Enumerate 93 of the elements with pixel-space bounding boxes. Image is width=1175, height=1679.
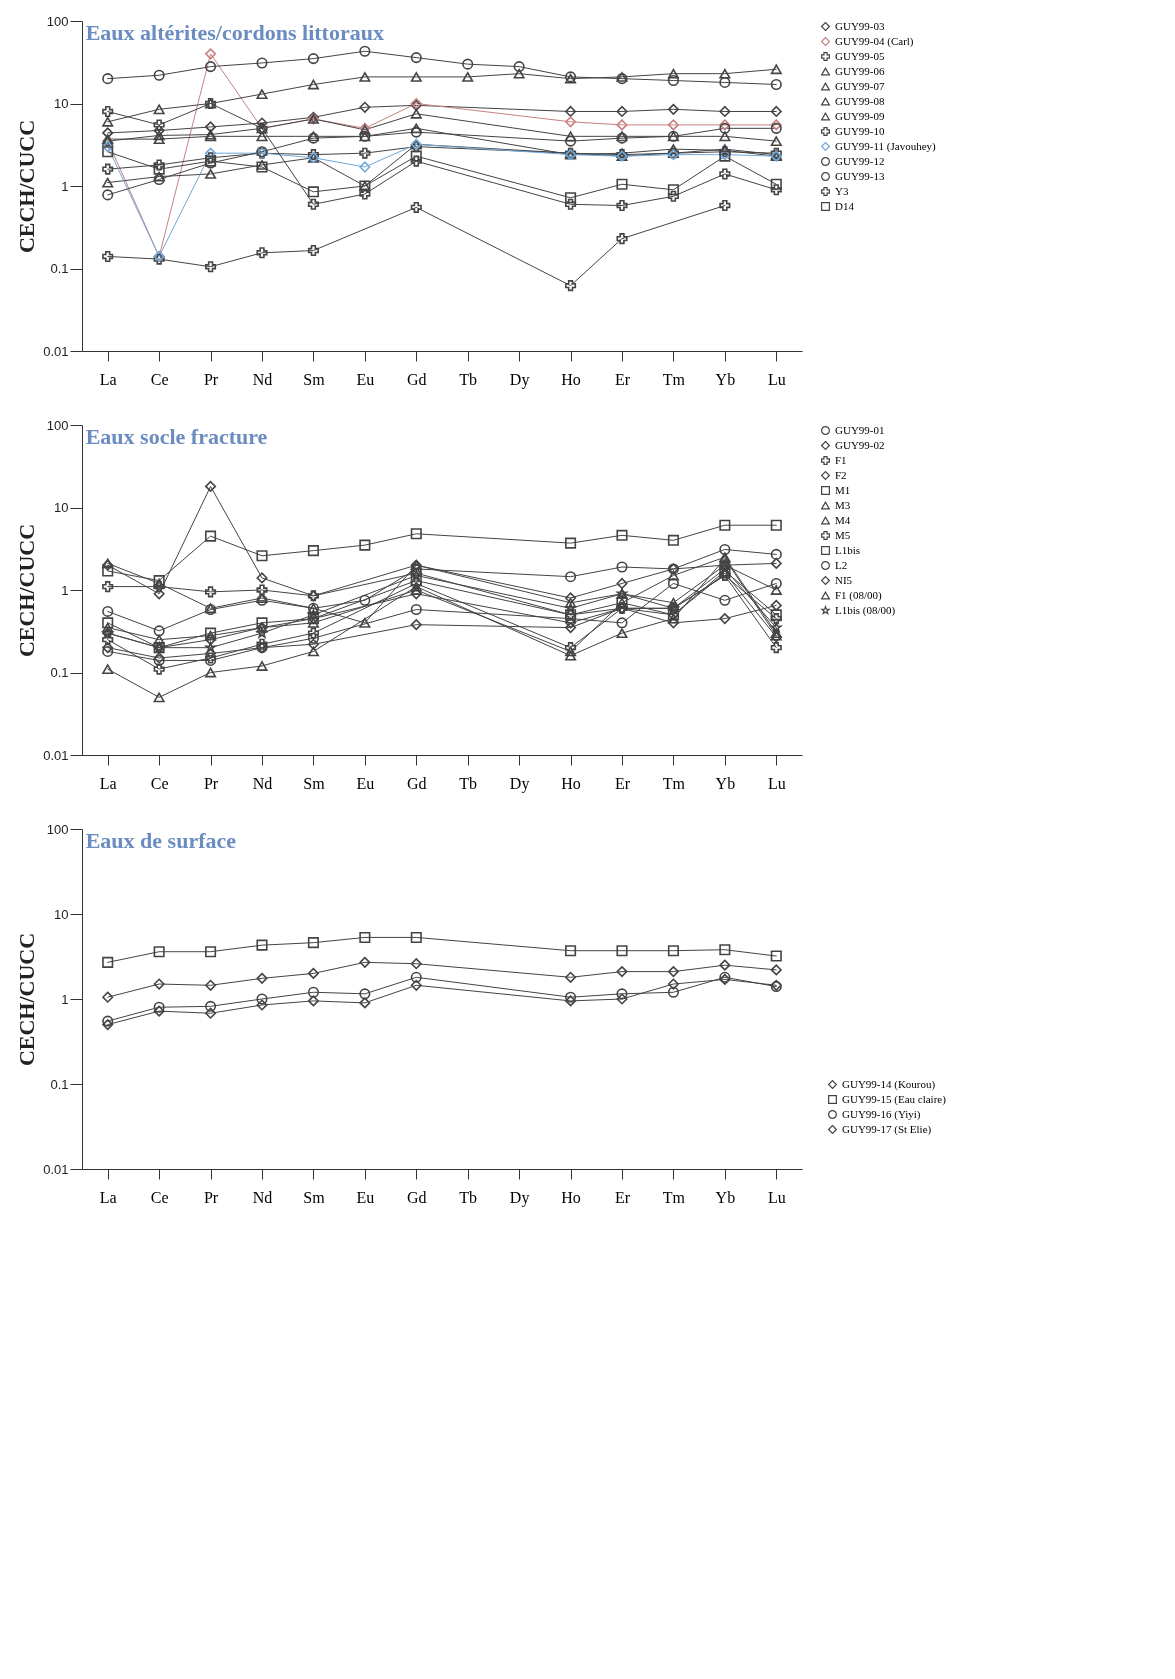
legend-label: F1: [835, 453, 847, 466]
legend-label: F2: [835, 468, 847, 481]
x-tick-label: Nd: [252, 370, 273, 388]
y-tick-label: 10: [54, 96, 69, 111]
x-tick-label: Gd: [407, 774, 427, 792]
y-tick-label: 100: [46, 821, 69, 837]
x-tick-label: Tm: [662, 370, 686, 388]
legend-label: GUY99-12: [835, 154, 885, 167]
y-tick-label: 1: [61, 582, 69, 598]
x-tick-label: Ho: [561, 774, 581, 792]
x-tick-label: Lu: [767, 774, 786, 792]
x-tick-label: Tb: [459, 1188, 478, 1206]
x-tick-label: Ho: [561, 370, 581, 388]
legend-label: GUY99-07: [835, 79, 885, 92]
legend-label: M3: [835, 498, 851, 511]
x-tick-label: Dy: [509, 370, 530, 389]
x-tick-label: Tm: [662, 1188, 686, 1206]
x-tick-label: Sm: [303, 774, 326, 792]
x-tick-label: Pr: [203, 370, 219, 388]
legend-label: GUY99-13: [835, 169, 885, 182]
legend-label: D14: [835, 199, 855, 212]
x-tick-label: La: [99, 1188, 117, 1206]
x-tick-label: Er: [614, 1188, 631, 1206]
x-tick-label: Ce: [150, 1188, 169, 1206]
x-tick-label: Eu: [356, 370, 375, 388]
y-tick-label: 10: [54, 906, 69, 922]
y-tick-label: 0.1: [50, 665, 69, 680]
legend-label: GUY99-05: [835, 49, 885, 62]
legend-label: GUY99-17 (St Elie): [842, 1122, 932, 1136]
x-tick-label: Tb: [459, 774, 478, 792]
legend-label: M5: [835, 528, 851, 541]
legend-label: L1bis: [835, 543, 861, 556]
legend-label: GUY99-03: [835, 19, 885, 32]
legend-label: M1: [835, 483, 851, 496]
x-tick-label: Eu: [356, 774, 375, 792]
legend-label: GUY99-04 (Carl): [835, 34, 914, 48]
y-tick-label: 0.01: [43, 747, 69, 763]
chart-title: Eaux de surface: [85, 828, 237, 853]
legend-label: GUY99-14 (Kourou): [842, 1077, 936, 1091]
x-tick-label: Tm: [662, 774, 686, 792]
y-tick-label: 0.1: [50, 261, 69, 276]
x-tick-label: Dy: [509, 774, 530, 793]
x-tick-label: Lu: [767, 370, 786, 388]
legend-label: GUY99-15 (Eau claire): [842, 1092, 947, 1106]
chart-title: Eaux socle fracture: [85, 424, 268, 449]
x-tick-label: Sm: [303, 1188, 326, 1206]
x-tick-label: Nd: [252, 774, 273, 792]
legend-label: F1 (08/00): [835, 588, 883, 602]
legend-label: GUY99-09: [835, 109, 885, 122]
x-tick-label: Nd: [252, 1188, 273, 1206]
legend-label: GUY99-10: [835, 124, 885, 137]
x-tick-label: Tb: [459, 370, 478, 388]
y-tick-label: 0.1: [50, 1076, 69, 1092]
y-tick-label: 10: [54, 500, 69, 515]
chart-title: Eaux altérites/cordons littoraux: [85, 20, 384, 45]
x-tick-label: Dy: [509, 1188, 530, 1207]
y-tick-label: 100: [46, 417, 69, 433]
legend-label: GUY99-02: [835, 438, 885, 451]
legend-label: Y3: [835, 184, 849, 197]
x-tick-label: Eu: [356, 1188, 375, 1206]
y-tick-label: 0.01: [43, 1161, 69, 1177]
y-tick-label: 1: [61, 178, 69, 194]
x-tick-label: Yb: [715, 1188, 736, 1206]
x-tick-label: Ce: [150, 774, 169, 792]
x-tick-label: Gd: [407, 370, 427, 388]
x-tick-label: Ho: [561, 1188, 581, 1206]
legend-label: M4: [835, 513, 851, 526]
y-axis-title: CECH/CUCC: [14, 523, 40, 658]
y-axis-title: CECH/CUCC: [14, 932, 40, 1067]
legend-label: GUY99-01: [835, 423, 885, 436]
x-tick-label: Yb: [715, 370, 736, 388]
legend-label: NI5: [835, 573, 853, 586]
legend-label: L1bis (08/00): [835, 603, 896, 617]
legend-label: GUY99-16 (Yiyi): [842, 1107, 921, 1121]
x-tick-label: Lu: [767, 1188, 786, 1206]
x-tick-label: Yb: [715, 774, 736, 792]
x-tick-label: Pr: [203, 1188, 219, 1206]
x-tick-label: Er: [614, 370, 631, 388]
legend-label: GUY99-08: [835, 94, 885, 107]
y-axis-title: CECH/CUCC: [14, 119, 40, 254]
x-tick-label: Gd: [407, 1188, 427, 1206]
x-tick-label: La: [99, 774, 117, 792]
y-tick-label: 0.01: [43, 343, 69, 359]
x-tick-label: Er: [614, 774, 631, 792]
y-tick-label: 100: [46, 13, 69, 29]
legend-label: L2: [835, 558, 848, 571]
x-tick-label: Ce: [150, 370, 169, 388]
legend-label: GUY99-11 (Javouhey): [835, 139, 937, 153]
x-tick-label: Sm: [303, 370, 326, 388]
legend-label: GUY99-06: [835, 64, 885, 77]
y-tick-label: 1: [61, 991, 69, 1007]
x-tick-label: Pr: [203, 774, 219, 792]
x-tick-label: La: [99, 370, 117, 388]
